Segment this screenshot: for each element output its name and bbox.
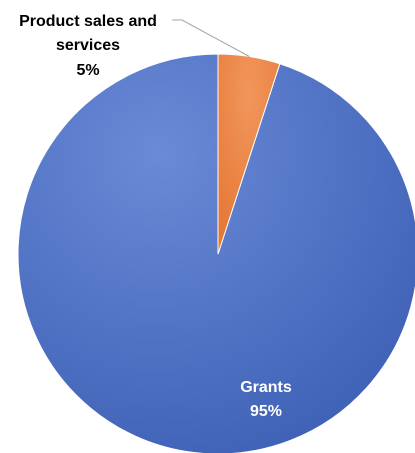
product-sales-label-line-2: services [56, 37, 120, 54]
grants-percent: 95% [250, 403, 282, 420]
product-sales-percent: 5% [76, 62, 99, 79]
labels-layer: Grants 95% Product sales and services 5% [19, 13, 292, 420]
leader-line [172, 19, 250, 57]
grants-label: Grants [240, 379, 292, 396]
slices-layer [17, 53, 415, 453]
pie-slice-grants [17, 53, 415, 453]
product-sales-label-line-1: Product sales and [19, 13, 157, 30]
